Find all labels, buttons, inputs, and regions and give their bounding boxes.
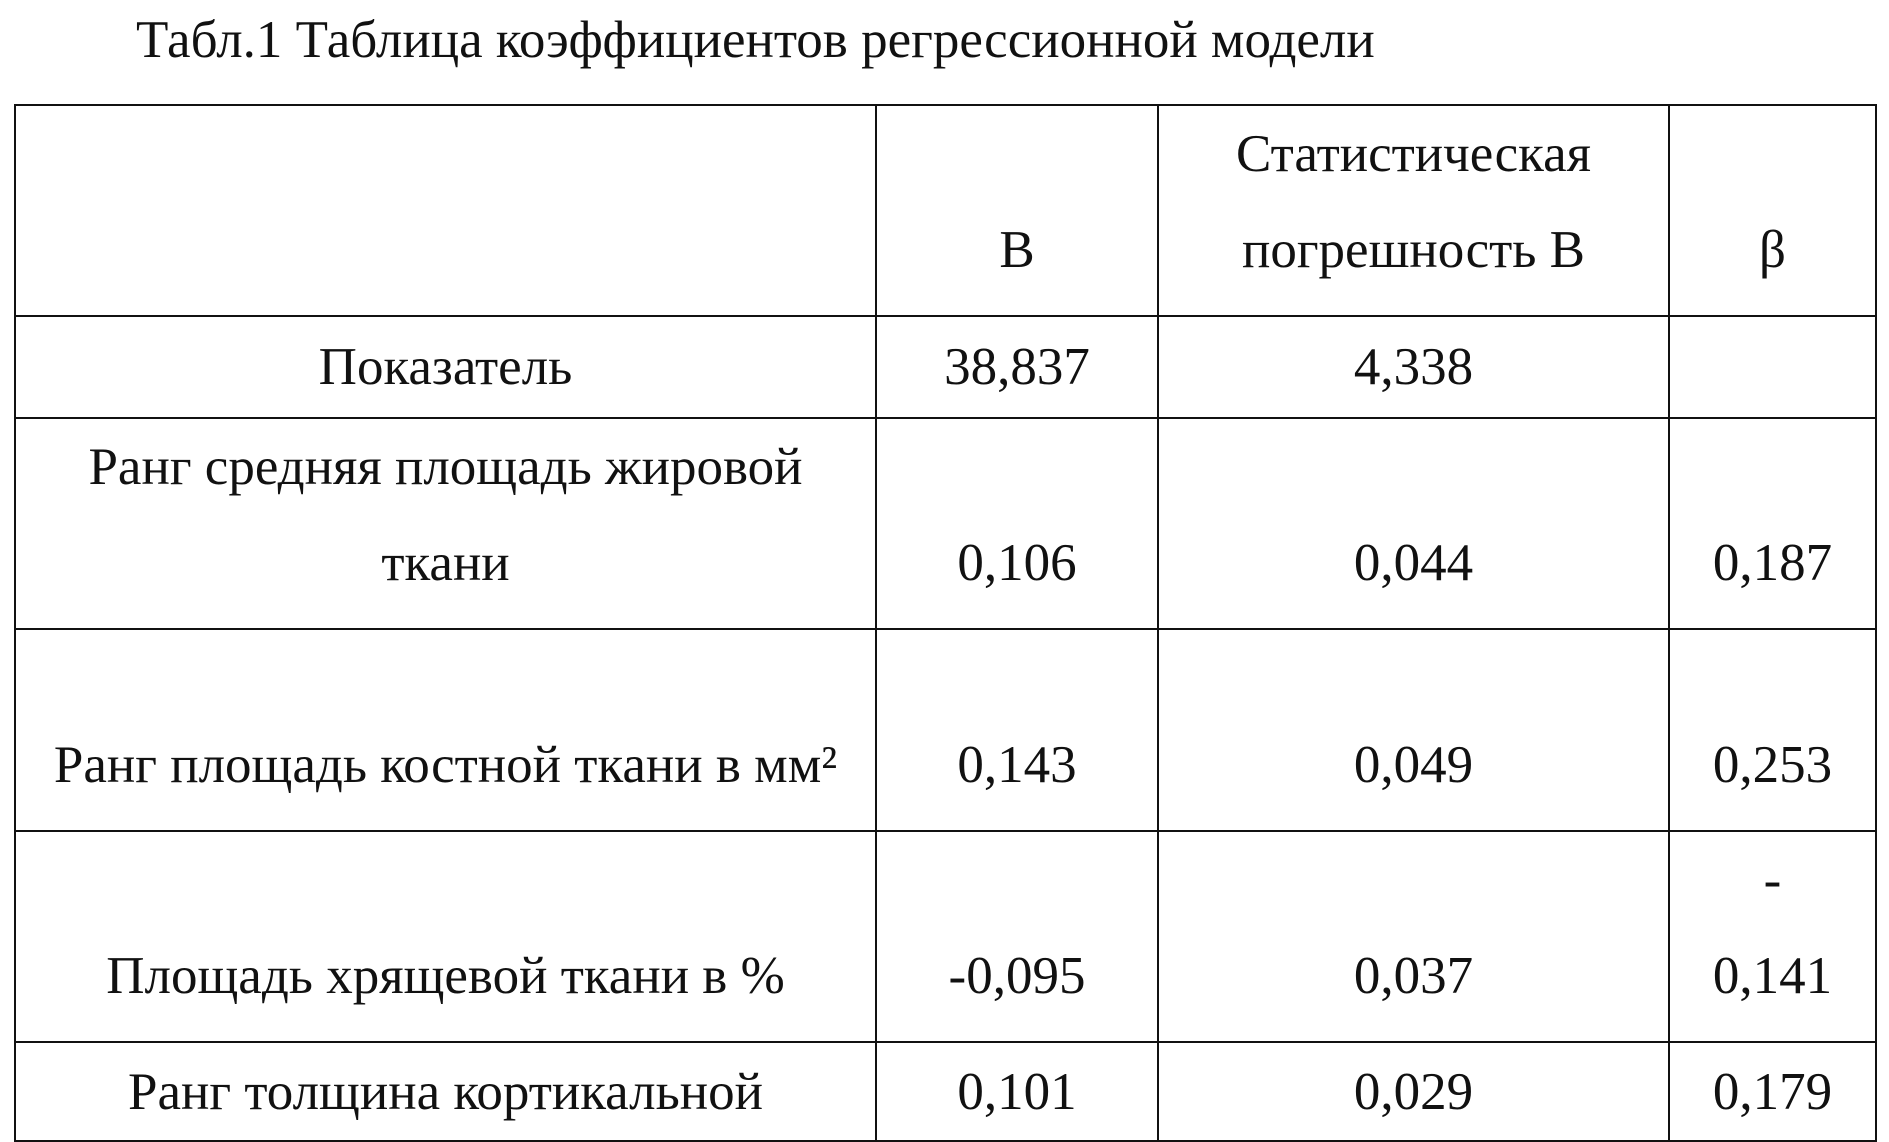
table-cell: Статистическая погрешность В [1157,104,1670,317]
table-cell: В [875,104,1159,317]
table-cell: Площадь хрящевой ткани в % [14,830,877,1043]
table-row: Ранг средняя площадь жировой ткани 0,106 0… [14,417,1877,630]
table-cell: 0,187 [1668,417,1877,630]
table-cell: 0,044 [1157,417,1670,630]
table-row: Ранг толщина кортикальной 0,101 0,029 0,179 [14,1041,1877,1142]
table-cell: 0,106 [875,417,1159,630]
table-row: Площадь хрящевой ткани в % -0,095 0,037- 0… [14,830,1877,1043]
table-row: Ранг площадь костной ткани в мм² 0,143 0,0… [14,628,1877,832]
table-cell: Показатель [14,315,877,419]
table-cell: 4,338 [1157,315,1670,419]
table-cell: 0,179 [1668,1041,1877,1142]
table-cell: β [1668,104,1877,317]
table-cell: 0,049 [1157,628,1670,832]
table-cell: - 0,141 [1668,830,1877,1043]
table-cell: Ранг площадь костной ткани в мм² [14,628,877,832]
table-cell: 38,837 [875,315,1159,419]
table-cell: 0,253 [1668,628,1877,832]
table-cell: 0,037 [1157,830,1670,1043]
table-cell: Ранг средняя площадь жировой ткани [14,417,877,630]
table-row: Показатель 38,837 4,338 [14,315,1877,419]
table-cell: 0,029 [1157,1041,1670,1142]
table-cell: 0,143 [875,628,1159,832]
table-title: Табл.1 Таблица коэффициентов регрессионн… [136,11,1375,69]
table-cell: 0,101 [875,1041,1159,1142]
table-cell [14,104,877,317]
table-cell: Ранг толщина кортикальной [14,1041,877,1142]
table-cell [1668,315,1877,419]
table-cell: -0,095 [875,830,1159,1043]
